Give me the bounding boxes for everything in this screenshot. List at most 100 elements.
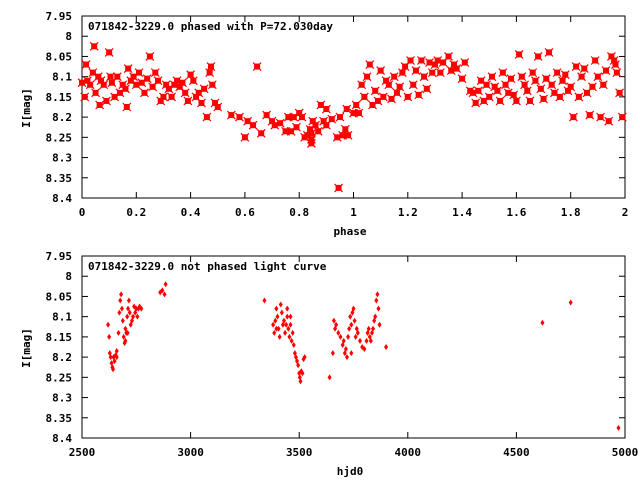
phased-data-point xyxy=(577,72,586,82)
unphased-data-point xyxy=(368,337,373,344)
unphased-data-point xyxy=(131,313,136,320)
phased-data-point xyxy=(104,47,114,57)
phased-data-point xyxy=(593,72,603,82)
unphased-data-point xyxy=(127,309,132,316)
unphased-data-point xyxy=(353,333,358,340)
phased-data-point xyxy=(81,60,91,69)
unphased-data-point xyxy=(298,378,303,385)
unphased-data-point xyxy=(126,297,131,304)
unphased-data-point xyxy=(108,354,113,361)
unphased-data-point xyxy=(285,305,290,312)
phased-data-point xyxy=(533,52,543,61)
unphased-data-point xyxy=(139,305,144,312)
phased-x-tick-label: 2 xyxy=(622,206,629,219)
unphased-y-axis-title: I[mag] xyxy=(20,328,33,368)
unphased-x-tick-label: 3000 xyxy=(177,446,204,459)
phased-data-point xyxy=(471,98,481,108)
phased-data-point xyxy=(226,110,236,120)
unphased-data-point xyxy=(302,354,307,361)
phased-data-point xyxy=(444,52,453,61)
unphased-data-point xyxy=(349,321,354,328)
phased-y-tick-labels: 7.95 8 8.05 8.1 8.15 8.2 8.25 8.3 8.35 8.4 xyxy=(46,10,73,205)
phased-data-point xyxy=(509,90,519,100)
phased-data-point xyxy=(460,58,470,67)
phased-data-point xyxy=(121,84,130,94)
phased-data-point xyxy=(235,112,244,122)
unphased-data-points xyxy=(106,281,621,431)
phased-data-point xyxy=(206,62,216,71)
phased-data-point xyxy=(122,102,132,112)
unphased-data-point xyxy=(120,317,125,324)
phased-data-point xyxy=(351,100,361,110)
phased-data-point xyxy=(186,70,196,80)
phased-data-point xyxy=(452,64,462,74)
unphased-data-point xyxy=(374,297,379,304)
phased-data-point xyxy=(511,96,521,106)
unphased-data-point xyxy=(125,329,130,336)
unphased-data-point xyxy=(288,313,293,320)
phased-x-tick-label: 1.4 xyxy=(452,206,472,219)
unphased-y-tick-labels: 7.95 8 8.05 8.1 8.15 8.2 8.25 8.3 8.35 8.4 xyxy=(46,250,73,445)
phased-x-tick-label: 1.2 xyxy=(398,206,418,219)
unphased-data-point xyxy=(296,362,301,369)
phased-data-point xyxy=(598,80,608,90)
phased-data-point xyxy=(202,112,212,122)
phased-data-point xyxy=(406,56,415,65)
phased-data-point xyxy=(205,68,215,78)
unphased-y-tick-label: 8.3 xyxy=(52,392,72,405)
unphased-y-tick-label: 8.35 xyxy=(46,412,73,425)
phased-data-point xyxy=(153,76,163,86)
phased-data-point xyxy=(334,183,343,193)
unphased-data-point xyxy=(276,325,281,332)
unphased-data-point xyxy=(348,313,353,320)
phased-data-point xyxy=(482,80,491,90)
unphased-data-point xyxy=(135,313,140,320)
unphased-data-point xyxy=(362,346,367,353)
phased-data-point xyxy=(416,56,426,65)
unphased-x-tick-label: 4500 xyxy=(503,446,530,459)
unphased-data-point xyxy=(278,301,283,308)
unphased-data-point xyxy=(112,358,117,365)
unphased-data-point xyxy=(272,329,277,336)
phased-data-point xyxy=(536,84,546,94)
unphased-plot-frame xyxy=(81,255,626,439)
unphased-data-point xyxy=(330,350,335,357)
unphased-data-point xyxy=(121,333,126,340)
phased-data-point xyxy=(528,68,538,78)
unphased-data-point xyxy=(119,305,124,312)
unphased-data-point xyxy=(346,333,351,340)
unphased-data-point xyxy=(568,299,573,306)
unphased-y-tick-label: 7.95 xyxy=(46,250,73,263)
phased-data-point xyxy=(617,112,627,122)
phased-chart: 7.95 8 8.05 8.1 8.15 8.2 8.25 8.3 8.35 8.4 0 0.2 0.… xyxy=(20,10,628,238)
unphased-data-point xyxy=(273,317,278,324)
unphased-data-point xyxy=(274,325,279,332)
phased-data-point xyxy=(240,132,250,142)
unphased-data-point xyxy=(376,305,381,312)
phased-data-point xyxy=(495,96,505,106)
phased-data-point xyxy=(275,118,285,128)
unphased-data-point xyxy=(349,350,354,357)
phased-x-tick-label: 1.8 xyxy=(561,206,581,219)
unphased-data-point xyxy=(106,321,111,328)
phased-x-axis-title: phase xyxy=(333,225,366,238)
phased-data-point xyxy=(359,92,369,102)
phased-data-point xyxy=(539,94,548,104)
unphased-tick-marks xyxy=(81,255,626,439)
unphased-x-tick-label: 5000 xyxy=(612,446,639,459)
phased-data-point xyxy=(378,92,388,102)
phased-data-point xyxy=(306,138,316,148)
phased-data-point xyxy=(140,88,149,98)
phased-data-point xyxy=(178,78,187,88)
phased-x-tick-label: 1.6 xyxy=(506,206,526,219)
phased-y-axis-title: I[mag] xyxy=(20,88,33,128)
unphased-data-point xyxy=(351,305,356,312)
phased-data-point xyxy=(384,80,394,90)
phased-data-point xyxy=(392,88,402,98)
unphased-data-point xyxy=(289,337,294,344)
phased-data-point xyxy=(123,64,133,74)
phased-data-point xyxy=(145,52,155,61)
phased-data-point xyxy=(321,104,331,114)
phased-y-tick-label: 7.95 xyxy=(46,10,73,23)
